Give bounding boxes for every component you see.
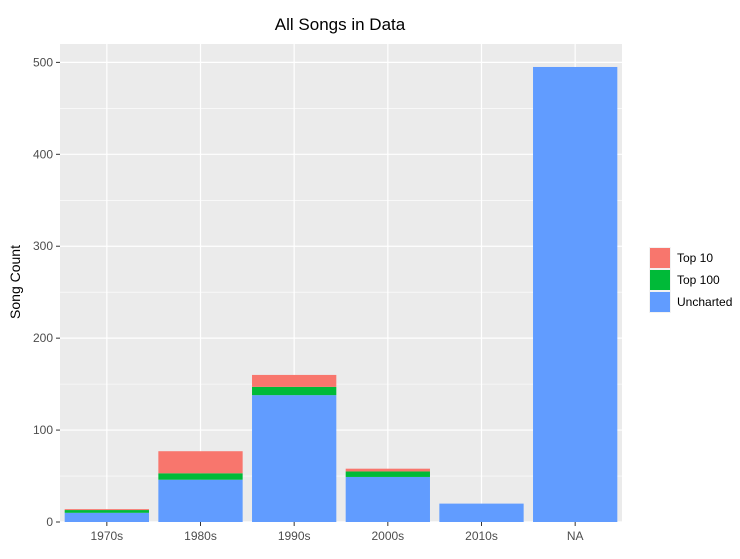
chart-title: All Songs in Data <box>275 15 406 34</box>
bar-2010s-uncharted <box>439 503 524 522</box>
bar-1980s-top-100 <box>158 473 243 480</box>
bar-2000s-top-10 <box>345 468 430 472</box>
bar-1990s-top-100 <box>252 386 337 396</box>
bar-1980s-uncharted <box>158 479 243 522</box>
legend-label-top-100: Top 100 <box>677 273 720 287</box>
x-tick-label-1980s: 1980s <box>184 529 217 543</box>
bar-1970s-uncharted <box>64 512 149 522</box>
bar-2000s-uncharted <box>345 476 430 522</box>
x-tick-label-2010s: 2010s <box>465 529 498 543</box>
y-tick-label-400: 400 <box>33 147 53 161</box>
y-axis-title: Song Count <box>7 245 23 319</box>
y-tick-label-0: 0 <box>46 515 53 529</box>
y-tick-label-300: 300 <box>33 239 53 253</box>
bar-1970s-top-10 <box>64 509 149 511</box>
grid-lines <box>60 44 622 523</box>
x-tick-label-1990s: 1990s <box>278 529 311 543</box>
x-tick-label-na: NA <box>567 529 584 543</box>
bar-1980s-top-10 <box>158 451 243 474</box>
bar-1990s-uncharted <box>252 395 337 522</box>
x-tick-label-2000s: 2000s <box>371 529 404 543</box>
bar-1990s-top-10 <box>252 374 337 387</box>
plot-panel <box>60 44 622 522</box>
bars <box>64 66 618 522</box>
axes: 0 100 200 300 400 500 1970s 1980s 1990s 2000s 2010… <box>33 55 584 543</box>
legend-label-uncharted: Uncharted <box>677 295 732 309</box>
legend-swatch-top-100 <box>650 270 670 290</box>
bar-2000s-top-100 <box>345 471 430 477</box>
legend-swatch-top-10 <box>650 248 670 268</box>
legend-swatch-uncharted <box>650 292 670 312</box>
bar-1970s-top-100 <box>64 510 149 513</box>
y-tick-label-200: 200 <box>33 331 53 345</box>
legend-label-top-10: Top 10 <box>677 251 713 265</box>
y-tick-label-500: 500 <box>33 55 53 69</box>
legend: Top 10 Top 100 Uncharted <box>649 247 732 313</box>
x-tick-label-1970s: 1970s <box>90 529 123 543</box>
y-tick-label-100: 100 <box>33 423 53 437</box>
bar-na-uncharted <box>533 66 618 522</box>
